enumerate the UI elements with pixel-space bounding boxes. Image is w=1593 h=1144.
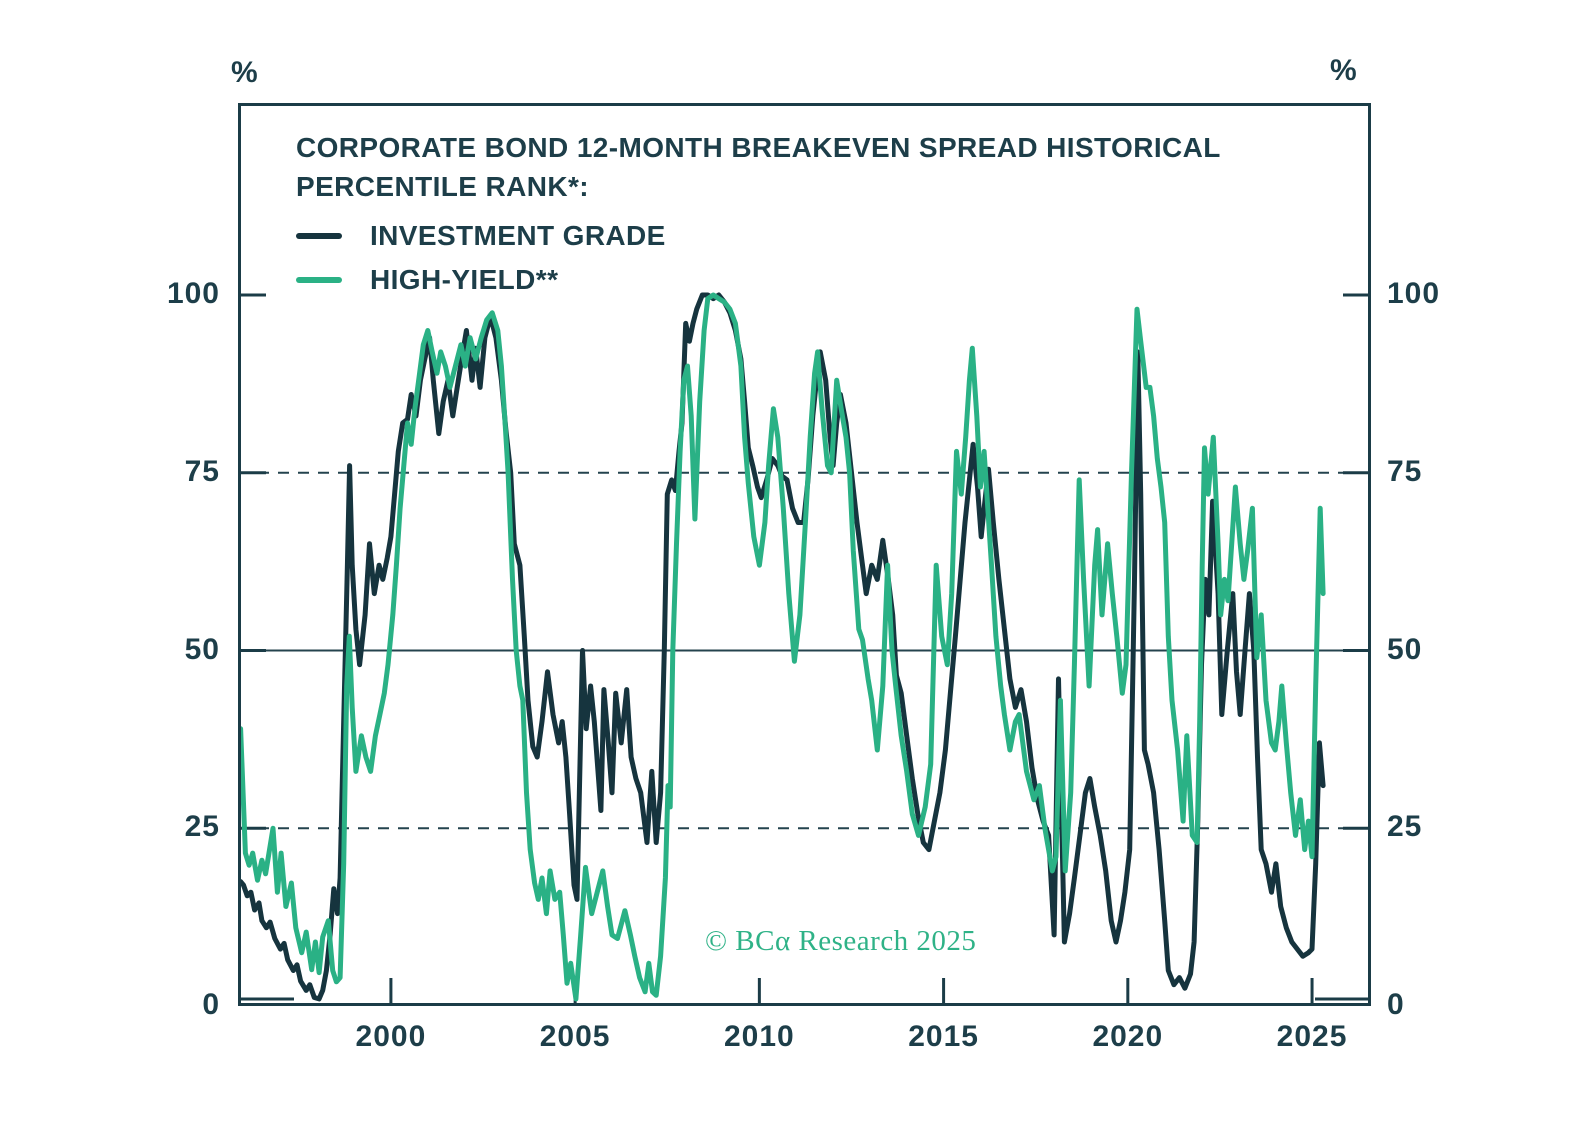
chart-title-line-2: PERCENTILE RANK*: bbox=[296, 171, 590, 202]
y-axis-label-right-75: 75 bbox=[1387, 454, 1423, 488]
x-axis-label-2005: 2005 bbox=[539, 1020, 611, 1053]
series-line-high-yield bbox=[238, 292, 1326, 1002]
chart-plot bbox=[238, 103, 1371, 1006]
legend-label-high-yield: HIGH-YIELD** bbox=[370, 264, 559, 295]
x-axis-label-2000: 2000 bbox=[355, 1020, 427, 1053]
right-axis-unit-label: % bbox=[1330, 54, 1357, 87]
x-axis-label-2020: 2020 bbox=[1092, 1020, 1164, 1053]
x-axis-label-2015: 2015 bbox=[908, 1020, 979, 1053]
y-axis-label-right-100: 100 bbox=[1387, 277, 1441, 310]
series-line-investment-grade bbox=[238, 292, 1326, 1002]
x-axis-label-2010: 2010 bbox=[723, 1020, 795, 1053]
y-axis-label-right-0: 0 bbox=[1387, 988, 1405, 1021]
chart-title-line-1: CORPORATE BOND 12-MONTH BREAKEVEN SPREAD… bbox=[296, 132, 1221, 163]
y-axis-label-left-0: 0 bbox=[202, 988, 220, 1021]
high-yield-line-swatch bbox=[296, 277, 342, 283]
legend-row-high-yield: HIGH-YIELD** bbox=[296, 264, 1221, 295]
chart-title-block: CORPORATE BOND 12-MONTH BREAKEVEN SPREAD… bbox=[296, 128, 1221, 295]
y-axis-label-left-75: 75 bbox=[184, 454, 220, 488]
plot-frame bbox=[238, 103, 1371, 1006]
y-axis-label-left-50: 50 bbox=[184, 632, 220, 666]
copyright-text: © BCα Research 2025 bbox=[705, 925, 977, 957]
investment-grade-line-swatch bbox=[296, 233, 342, 239]
x-axis-label-2025: 2025 bbox=[1276, 1020, 1348, 1053]
left-axis-unit-label: % bbox=[231, 56, 258, 89]
legend-label-investment-grade: INVESTMENT GRADE bbox=[370, 220, 666, 251]
y-axis-label-left-100: 100 bbox=[166, 277, 220, 310]
y-axis-label-right-25: 25 bbox=[1387, 810, 1423, 844]
y-axis-label-right-50: 50 bbox=[1387, 632, 1423, 666]
legend-row-investment-grade: INVESTMENT GRADE bbox=[296, 220, 1221, 251]
y-axis-label-left-25: 25 bbox=[184, 810, 220, 844]
